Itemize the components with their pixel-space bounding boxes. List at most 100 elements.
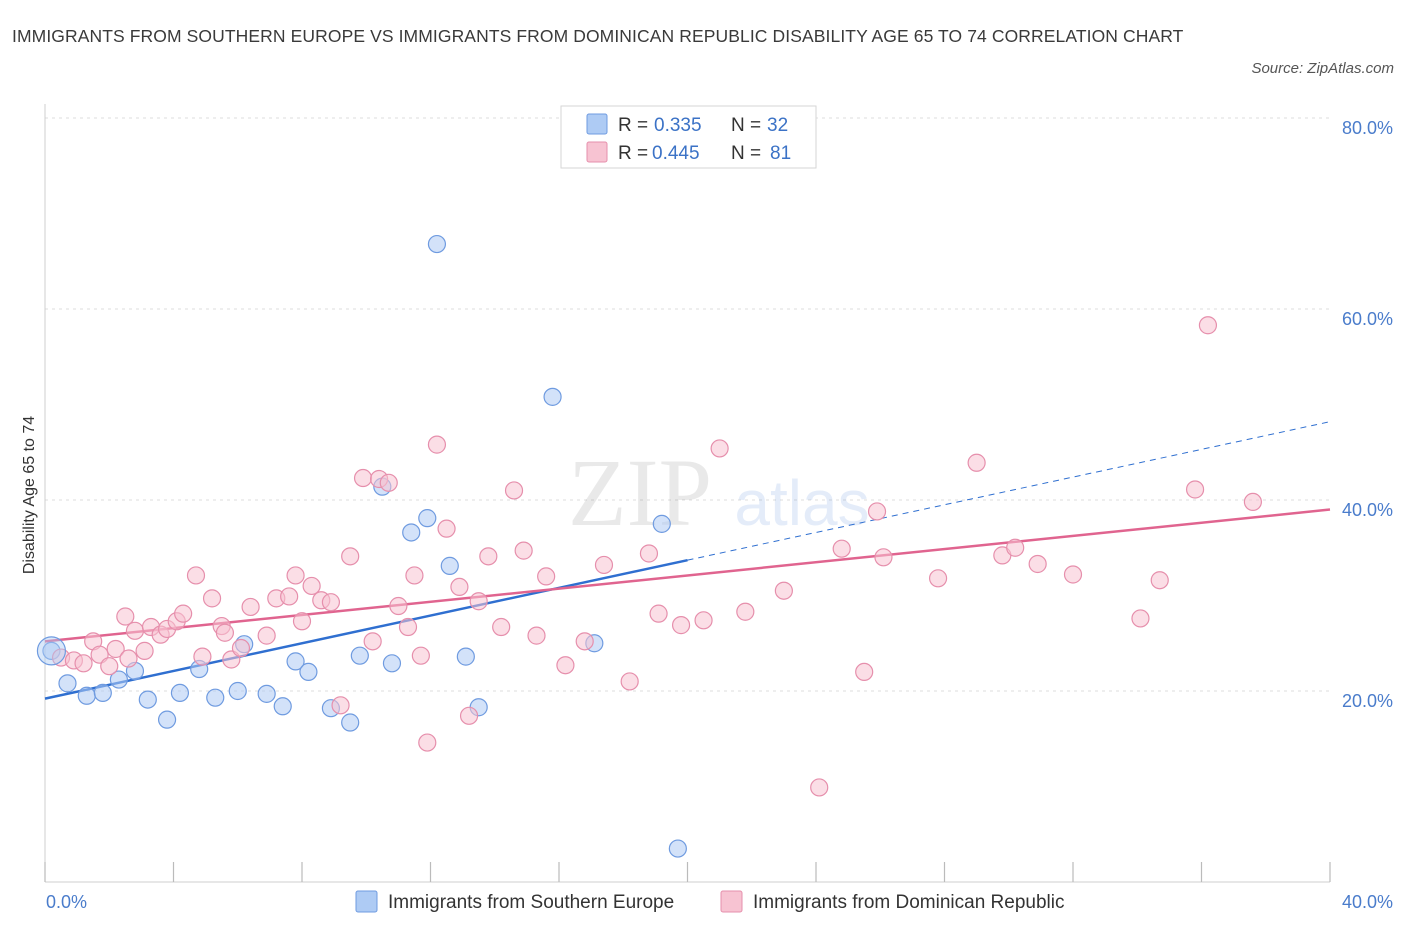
point-series-2-18: [202, 589, 222, 608]
point-series-2-17: [193, 647, 212, 666]
point-series-2-59: [671, 616, 691, 635]
data-points: [36, 234, 1263, 858]
trend-lines: [44, 421, 1331, 700]
source-note: Source: ZipAtlas.com: [1251, 60, 1394, 77]
trend-line-series-1: [44, 558, 688, 700]
point-series-2-73: [1063, 565, 1083, 584]
point-series-2-10: [135, 641, 154, 660]
point-series-2-65: [855, 662, 874, 682]
point-series-1-24: [418, 509, 437, 528]
point-series-2-58: [649, 604, 668, 623]
point-series-2-6: [100, 657, 119, 676]
bottom-legend-label-2: Immigrants from Dominican Republic: [753, 892, 1065, 913]
point-series-1-2: [58, 674, 77, 693]
y-tick-labels: 20.0% 40.0% 60.0% 80.0%: [1342, 118, 1393, 711]
point-series-2-57: [639, 544, 659, 563]
legend-r-value-2: 0.445: [652, 143, 700, 164]
point-series-2-74: [1131, 609, 1150, 628]
point-series-2-7: [106, 639, 125, 659]
legend-n-label-1: N =: [731, 115, 761, 136]
point-series-2-69: [967, 453, 986, 472]
point-series-2-45: [459, 706, 479, 725]
point-series-2-48: [492, 617, 511, 637]
watermark: ZIP atlas: [568, 439, 870, 546]
point-series-2-39: [405, 566, 424, 585]
point-series-2-36: [379, 473, 398, 492]
point-series-2-31: [331, 696, 350, 715]
point-series-2-34: [363, 632, 382, 651]
y-tick-label-2: 40.0%: [1342, 500, 1393, 520]
point-series-2-40: [411, 646, 430, 665]
point-series-2-37: [389, 596, 408, 616]
point-series-2-9: [125, 621, 145, 640]
point-series-2-49: [504, 481, 524, 500]
point-series-2-62: [736, 602, 755, 621]
point-series-1-15: [273, 697, 292, 716]
point-series-2-80: [215, 623, 234, 642]
point-series-2-44: [450, 577, 469, 597]
axes: [44, 104, 1331, 883]
y-tick-label-1: 20.0%: [1342, 691, 1393, 711]
point-series-2-60: [694, 611, 713, 630]
point-series-2-43: [437, 519, 456, 538]
chart-title: IMMIGRANTS FROM SOUTHERN EUROPE VS IMMIG…: [12, 26, 1184, 46]
point-series-1-12: [228, 681, 247, 701]
point-series-2-27: [292, 612, 312, 631]
x-tick-label-max: 40.0%: [1342, 892, 1393, 912]
y-axis-label: Disability Age 65 to 74: [21, 416, 38, 574]
legend-n-value-2: 81: [770, 143, 791, 164]
point-series-2-23: [257, 626, 276, 645]
point-series-1-26: [440, 556, 459, 575]
point-series-1-17: [299, 662, 318, 682]
y-tick-label-3: 60.0%: [1342, 309, 1393, 329]
point-series-2-46: [469, 592, 488, 611]
point-series-1-14: [257, 684, 276, 703]
point-series-2-52: [537, 567, 556, 586]
trend-line-series-2: [44, 508, 1331, 643]
point-series-2-76: [1185, 480, 1205, 499]
legend-r-label-2: R =: [618, 143, 648, 164]
point-series-2-28: [302, 576, 321, 596]
point-series-1-22: [382, 654, 402, 673]
point-series-1-23: [402, 523, 421, 542]
point-series-2-55: [594, 555, 614, 575]
point-series-2-8: [116, 607, 135, 626]
point-series-2-77: [1198, 316, 1218, 335]
watermark-zip: ZIP: [568, 439, 712, 546]
point-series-1-16: [286, 652, 305, 671]
point-series-2-15: [174, 604, 193, 623]
watermark-atlas: atlas: [734, 467, 869, 539]
x-tick-labels: 0.0% 40.0%: [46, 892, 1393, 912]
point-series-2-32: [341, 547, 360, 566]
bottom-legend-swatch-1: [355, 890, 378, 913]
point-series-1-32: [668, 839, 687, 858]
point-series-2-51: [527, 626, 546, 645]
point-series-2-75: [1150, 571, 1169, 590]
legend-swatch-series-2: [586, 141, 608, 163]
point-series-1-31: [652, 514, 671, 533]
point-series-2-3: [74, 654, 93, 673]
point-series-2-42: [427, 435, 447, 454]
point-series-2-22: [241, 597, 260, 617]
point-series-2-16: [186, 566, 206, 585]
point-series-2-81: [774, 581, 793, 600]
point-series-2-33: [353, 468, 373, 488]
point-series-2-26: [286, 566, 305, 585]
point-series-1-7: [138, 690, 157, 709]
point-series-1-9: [170, 683, 190, 703]
point-series-1-19: [341, 713, 360, 732]
legend-box: R = 0.335 N = 32 R = 0.445 N = 81: [560, 105, 817, 169]
point-series-2-47: [479, 547, 498, 566]
point-series-2-68: [928, 569, 948, 588]
point-series-2-64: [832, 539, 851, 558]
point-series-2-30: [321, 593, 341, 612]
point-series-2-41: [418, 733, 437, 752]
point-series-2-63: [810, 778, 829, 797]
point-series-1-8: [157, 710, 177, 729]
point-series-1-3: [77, 686, 96, 705]
point-series-1-29: [543, 387, 562, 406]
point-series-1-5: [109, 670, 128, 689]
point-series-2-67: [874, 548, 893, 567]
legend-n-label-2: N =: [731, 143, 761, 164]
